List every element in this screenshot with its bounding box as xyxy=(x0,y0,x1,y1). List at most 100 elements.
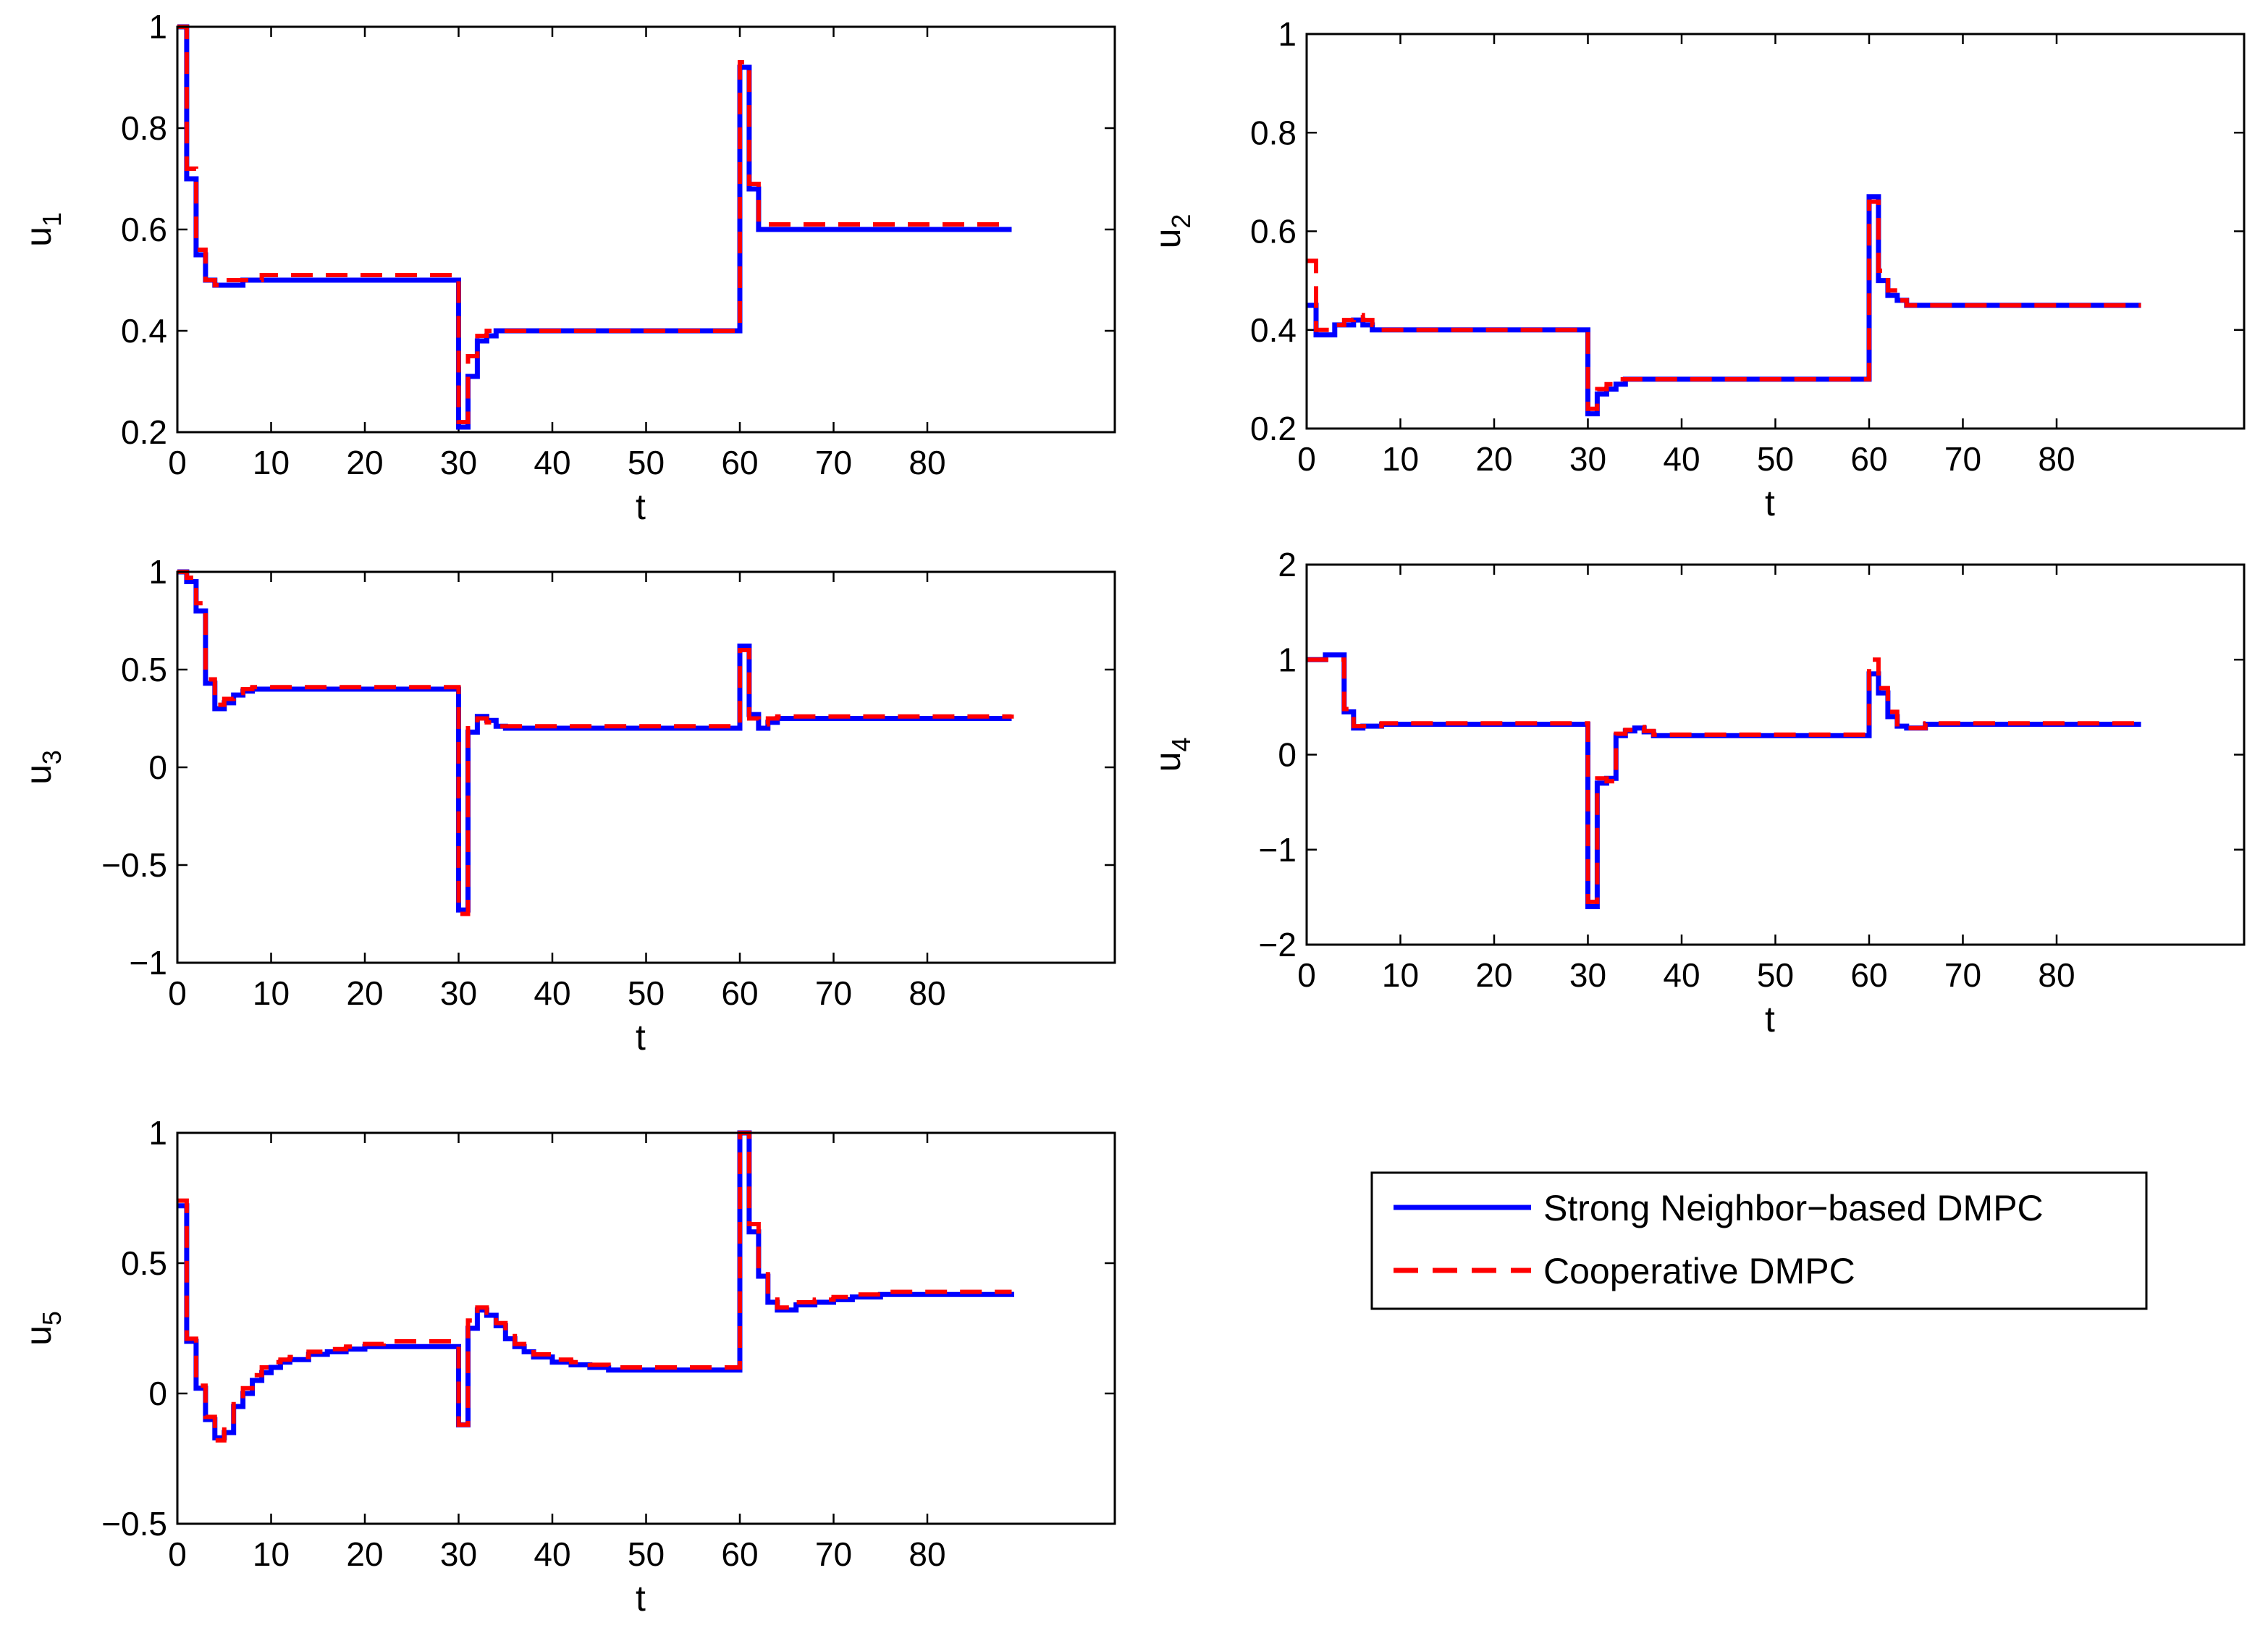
y-tick-label: 0.2 xyxy=(1250,410,1297,447)
axes-frame xyxy=(1305,563,2246,946)
y-tick-label: −2 xyxy=(1259,926,1297,963)
plot-area xyxy=(177,572,1115,963)
x-tick-label: 50 xyxy=(628,1535,665,1573)
x-tick-label: 0 xyxy=(168,974,187,1012)
x-tick-label: 10 xyxy=(253,974,290,1012)
y-axis-label-subscript: 2 xyxy=(1166,214,1196,229)
x-tick-label: 30 xyxy=(1569,956,1606,994)
x-tick-label: 40 xyxy=(534,1535,570,1573)
y-axis-label: u2 xyxy=(1147,214,1196,249)
legend-label-strong-neighbor: Strong Neighbor−based DMPC xyxy=(1543,1188,2044,1228)
x-tick-label: 0 xyxy=(1297,440,1316,478)
x-tick-label: 50 xyxy=(628,974,665,1012)
y-tick-label: 0.8 xyxy=(121,109,167,147)
axes-frame xyxy=(1305,33,2246,430)
legend-label-cooperative: Cooperative DMPC xyxy=(1543,1251,1855,1291)
y-tick-label: 1 xyxy=(148,1114,167,1152)
y-tick-label: 0 xyxy=(148,1375,167,1412)
y-axis-label-main: u xyxy=(18,1325,59,1346)
y-tick-label: 0.2 xyxy=(121,413,167,451)
y-tick-label: 2 xyxy=(1278,546,1297,583)
axes-frame xyxy=(176,1131,1116,1525)
x-axis-label: t xyxy=(636,486,646,527)
subplot-u2: 0 10 20 30 40 50 60 70 80 0.2 0.4 0.6 0.8 1 t u2 xyxy=(1147,15,2246,523)
x-axis-label: t xyxy=(1765,483,1775,523)
x-axis-label: t xyxy=(636,1578,646,1619)
x-tick-label: 80 xyxy=(2038,440,2075,478)
y-axis-label-subscript: 4 xyxy=(1166,738,1196,752)
axes-frame xyxy=(176,25,1116,434)
series-line-cooperative xyxy=(177,570,1014,916)
x-tick-label: 40 xyxy=(1663,956,1700,994)
y-axis-label: u3 xyxy=(18,750,67,785)
series-line-cooperative xyxy=(1307,657,2141,904)
x-tick-label: 30 xyxy=(1569,440,1606,478)
y-tick-label: −0.5 xyxy=(101,1505,167,1543)
x-tick-label: 70 xyxy=(1944,440,1981,478)
y-axis-label: u5 xyxy=(18,1311,67,1346)
y-tick-label: 1 xyxy=(1278,15,1297,53)
x-tick-label: 70 xyxy=(1944,956,1981,994)
plot-area xyxy=(177,1133,1115,1524)
x-tick-label: 10 xyxy=(1382,956,1419,994)
y-axis-label-subscript: 5 xyxy=(37,1311,67,1325)
x-axis-label: t xyxy=(636,1017,646,1058)
x-tick-label: 30 xyxy=(440,444,477,481)
y-tick-label: 0 xyxy=(1278,736,1297,774)
x-tick-label: 40 xyxy=(534,444,570,481)
y-axis-label: u1 xyxy=(18,212,67,247)
x-tick-label: 70 xyxy=(815,1535,852,1573)
x-tick-label: 50 xyxy=(628,444,665,481)
y-tick-label: 1 xyxy=(1278,641,1297,678)
x-tick-label: 30 xyxy=(440,1535,477,1573)
x-tick-label: 50 xyxy=(1757,440,1794,478)
y-axis-label-subscript: 3 xyxy=(37,750,67,764)
x-axis-label: t xyxy=(1765,999,1775,1039)
x-tick-label: 80 xyxy=(909,444,945,481)
y-axis-label-main: u xyxy=(1147,752,1188,772)
x-tick-label: 70 xyxy=(815,444,852,481)
x-tick-label: 60 xyxy=(721,974,758,1012)
y-tick-label: −0.5 xyxy=(101,846,167,884)
x-tick-label: 80 xyxy=(909,974,945,1012)
y-tick-label: 1 xyxy=(148,8,167,46)
x-tick-label: 80 xyxy=(909,1535,945,1573)
y-tick-label: 0.4 xyxy=(121,312,167,350)
plot-area xyxy=(1307,565,2244,945)
y-axis-label-main: u xyxy=(18,227,59,247)
y-tick-label: 0.4 xyxy=(1250,311,1297,349)
y-tick-label: 0.5 xyxy=(121,651,167,688)
subplot-u4: 0 10 20 30 40 50 60 70 80 −2 −1 0 1 2 t u4 xyxy=(1147,546,2246,1039)
x-tick-label: 10 xyxy=(1382,440,1419,478)
y-tick-label: −1 xyxy=(1259,831,1297,869)
y-tick-label: 0.6 xyxy=(1250,213,1297,250)
x-tick-label: 20 xyxy=(1475,956,1512,994)
x-tick-label: 40 xyxy=(1663,440,1700,478)
x-tick-label: 10 xyxy=(253,1535,290,1573)
x-tick-label: 20 xyxy=(346,1535,383,1573)
x-tick-label: 0 xyxy=(168,444,187,481)
y-axis-label-main: u xyxy=(18,764,59,785)
x-tick-label: 60 xyxy=(1850,440,1887,478)
x-tick-label: 60 xyxy=(1850,956,1887,994)
y-axis-label-main: u xyxy=(1147,229,1188,249)
y-axis-label-subscript: 1 xyxy=(37,212,67,227)
x-tick-label: 0 xyxy=(168,1535,187,1573)
y-tick-label: 1 xyxy=(148,553,167,591)
x-tick-label: 30 xyxy=(440,974,477,1012)
legend: Strong Neighbor−based DMPC Cooperative D… xyxy=(1370,1171,2148,1310)
x-tick-label: 50 xyxy=(1757,956,1794,994)
series-line-cooperative xyxy=(177,1131,1012,1443)
y-axis-label: u4 xyxy=(1147,738,1196,772)
x-tick-label: 80 xyxy=(2038,956,2075,994)
series-line-cooperative xyxy=(177,25,1012,424)
x-tick-label: 70 xyxy=(815,974,852,1012)
x-tick-label: 10 xyxy=(253,444,290,481)
y-tick-label: −1 xyxy=(130,944,167,982)
x-tick-label: 20 xyxy=(346,974,383,1012)
legend-box xyxy=(1370,1171,2148,1310)
x-tick-label: 0 xyxy=(1297,956,1316,994)
